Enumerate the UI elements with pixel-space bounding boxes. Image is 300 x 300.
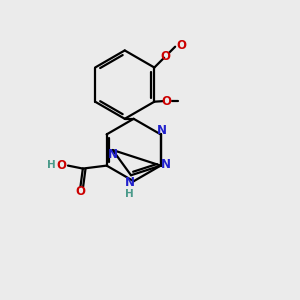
Text: O: O: [162, 94, 172, 108]
Text: N: N: [125, 176, 135, 189]
Text: O: O: [160, 50, 171, 63]
Text: N: N: [157, 124, 167, 137]
Text: O: O: [176, 39, 186, 52]
Text: N: N: [161, 158, 171, 171]
Text: N: N: [108, 148, 118, 161]
Text: H: H: [125, 189, 134, 199]
Text: O: O: [76, 185, 85, 198]
Text: H: H: [47, 160, 56, 170]
Text: O: O: [56, 159, 66, 172]
